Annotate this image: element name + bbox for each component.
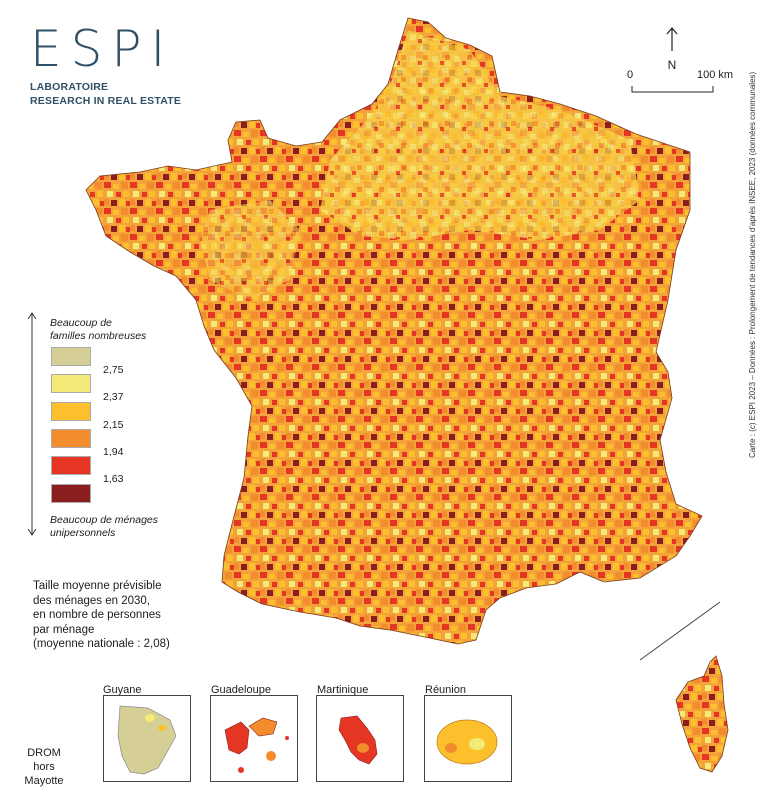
inset-title-guadeloupe: Guadeloupe [211,684,271,696]
map-caption: Taille moyenne prévisible des ménages en… [33,579,223,652]
inset-title-martinique: Martinique [317,684,369,696]
legend-bottom-label: Beaucoup de ménages unipersonnels [50,514,210,540]
guadeloupe-shape [224,717,289,773]
guyane-shape [117,705,177,775]
legend-swatch-6 [51,484,91,503]
legend-bottom-line-2: unipersonnels [50,527,116,539]
corsica [675,655,729,773]
drom-label-line-2: hors [33,761,55,773]
legend-swatch-2 [51,374,91,393]
legend-bottom-line-1: Beaucoup de ménages [50,514,158,526]
legend-break-3: 2,15 [103,419,124,431]
inset-separator [639,601,721,661]
north-region-overlay [320,30,640,240]
caption-line-4: par ménage [33,623,95,636]
legend-break-2: 2,37 [103,391,124,403]
logo-wordmark: ESPI [30,20,175,78]
west-region-overlay [200,200,300,300]
inset-martinique [316,695,404,782]
scale-bar: 0 100 km [627,69,737,95]
inset-title-guyane: Guyane [103,684,142,696]
legend-swatch-5 [51,456,91,475]
inset-reunion [424,695,512,782]
north-arrow-icon [666,27,678,51]
caption-line-3: en nombre de personnes [33,609,161,621]
inset-guadeloupe [210,695,298,782]
scale-bar-line [631,86,714,93]
scale-max-label: 100 km [697,69,734,81]
scale-zero-label: 0 [627,69,634,81]
caption-line-5: (moyenne nationale : 2,08) [33,638,170,650]
drom-label-line-1: DROM [27,747,61,759]
martinique-shape [338,715,378,765]
logo-line-1: LABORATOIRE [30,81,109,93]
caption-line-2: des ménages en 2030, [33,594,151,607]
espi-logo: ESPI LABORATOIRE RESEARCH IN REAL ESTATE [30,24,181,108]
north-arrow: N [662,26,682,72]
legend-swatch-1 [51,347,91,366]
inset-guyane [103,695,191,782]
reunion-shape [436,719,498,765]
legend: Beaucoup de familles nombreuses 2,75 2,3… [20,310,210,540]
drom-label-line-3: Mayotte [24,775,64,787]
legend-swatch-3 [51,402,91,421]
legend-break-4: 1,94 [103,446,124,458]
north-label: N [667,58,677,72]
logo-line-2: RESEARCH IN REAL ESTATE [30,95,182,107]
logo-subtitle: LABORATOIRE RESEARCH IN REAL ESTATE [30,80,181,108]
caption-line-1: Taille moyenne prévisible [33,580,162,592]
legend-top-line-1: Beaucoup de [50,317,112,329]
legend-break-5: 1,63 [103,473,124,485]
inset-title-reunion: Réunion [425,684,466,696]
legend-break-1: 2,75 [103,364,124,376]
legend-top-label: Beaucoup de familles nombreuses [50,317,210,343]
drom-label: DROM hors Mayotte [22,746,66,788]
legend-top-line-2: familles nombreuses [50,330,147,342]
legend-swatch-4 [51,429,91,448]
legend-double-arrow-icon [27,312,37,536]
